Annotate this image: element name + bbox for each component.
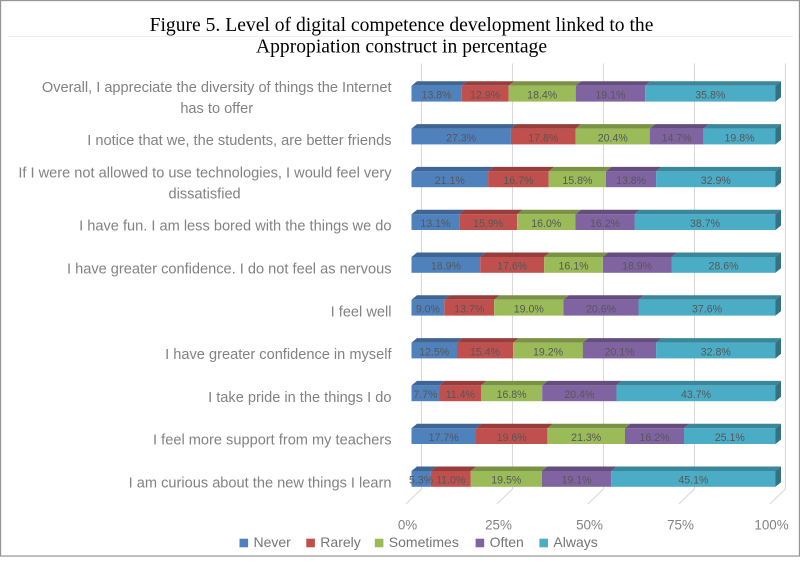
svg-text:12.9%: 12.9% (470, 90, 501, 102)
svg-text:I have greater confidence. I d: I have greater confidence. I do not feel… (67, 262, 392, 278)
svg-text:35.8%: 35.8% (695, 90, 726, 102)
svg-text:13.7%: 13.7% (454, 304, 485, 316)
svg-text:15.9%: 15.9% (473, 218, 504, 230)
svg-text:I have greater confidence in m: I have greater confidence in myself (165, 347, 392, 363)
svg-text:Overall, I appreciate the dive: Overall, I appreciate the diversity of t… (42, 80, 392, 96)
svg-text:37.6%: 37.6% (692, 304, 723, 316)
svg-text:32.9%: 32.9% (701, 175, 732, 187)
svg-text:27.3%: 27.3% (446, 132, 477, 144)
svg-text:43.7%: 43.7% (681, 389, 712, 401)
svg-text:100%: 100% (754, 518, 788, 533)
svg-text:13.1%: 13.1% (420, 218, 451, 230)
svg-text:16.2%: 16.2% (639, 432, 670, 444)
svg-text:17.7%: 17.7% (429, 432, 460, 444)
svg-text:20.4%: 20.4% (598, 132, 629, 144)
svg-text:21.1%: 21.1% (435, 175, 466, 187)
svg-text:18.9%: 18.9% (622, 261, 653, 273)
svg-text:17.6%: 17.6% (497, 261, 528, 273)
svg-text:I feel more support from my te: I feel more support from my teachers (153, 433, 391, 449)
svg-text:32.8%: 32.8% (701, 346, 732, 358)
svg-text:15.8%: 15.8% (562, 175, 593, 187)
svg-text:I take pride in the things I d: I take pride in the things I do (208, 390, 391, 406)
svg-text:I am curious about the new thi: I am curious about the new things I lear… (129, 476, 392, 492)
svg-text:15.4%: 15.4% (470, 346, 501, 358)
svg-text:16.0%: 16.0% (531, 218, 562, 230)
svg-text:18.9%: 18.9% (431, 261, 462, 273)
svg-text:20.6%: 20.6% (586, 304, 617, 316)
svg-text:25%: 25% (485, 518, 512, 533)
svg-text:16.8%: 16.8% (497, 389, 528, 401)
svg-text:0%: 0% (398, 518, 417, 533)
svg-text:25.1%: 25.1% (715, 432, 746, 444)
svg-text:Sometimes: Sometimes (389, 534, 459, 550)
svg-text:Appropiation construct in perc: Appropiation construct in percentage (256, 36, 547, 57)
svg-text:5.3%: 5.3% (409, 475, 434, 487)
svg-text:13.8%: 13.8% (422, 90, 453, 102)
svg-text:12.5%: 12.5% (419, 346, 450, 358)
svg-text:I have fun. I am less bored wi: I have fun. I am less bored with the thi… (79, 219, 391, 235)
svg-text:38.7%: 38.7% (690, 218, 721, 230)
svg-text:16.1%: 16.1% (558, 261, 589, 273)
svg-text:Figure 5. Level of digital com: Figure 5. Level of digital competence de… (150, 15, 654, 36)
svg-text:18.4%: 18.4% (527, 90, 558, 102)
svg-text:13.8%: 13.8% (616, 175, 647, 187)
svg-text:28.6%: 28.6% (708, 261, 739, 273)
svg-text:19.1%: 19.1% (562, 475, 593, 487)
svg-text:If I were not allowed to use t: If I were not allowed to use technologie… (18, 165, 392, 181)
svg-text:19.2%: 19.2% (533, 346, 564, 358)
svg-text:19.8%: 19.8% (724, 132, 755, 144)
svg-text:50%: 50% (576, 518, 603, 533)
svg-text:14.7%: 14.7% (662, 132, 693, 144)
svg-text:dissatisfied: dissatisfied (168, 186, 240, 202)
svg-text:7.7%: 7.7% (413, 389, 438, 401)
svg-text:11.4%: 11.4% (446, 389, 476, 401)
svg-text:19.1%: 19.1% (595, 90, 626, 102)
svg-text:19.0%: 19.0% (514, 304, 545, 316)
svg-text:I feel well: I feel well (331, 304, 392, 320)
svg-text:21.3%: 21.3% (571, 432, 602, 444)
svg-text:75%: 75% (667, 518, 694, 533)
svg-text:Never: Never (254, 534, 292, 550)
svg-text:I notice that we, the students: I notice that we, the students, are bett… (87, 133, 391, 149)
svg-text:Often: Often (490, 534, 524, 550)
svg-text:16.2%: 16.2% (590, 218, 621, 230)
svg-text:11.0%: 11.0% (436, 475, 466, 487)
svg-text:45.1%: 45.1% (678, 475, 709, 487)
svg-text:9.0%: 9.0% (416, 304, 441, 316)
svg-text:has to offer: has to offer (180, 101, 253, 117)
svg-text:17.8%: 17.8% (528, 132, 559, 144)
svg-text:20.4%: 20.4% (564, 389, 595, 401)
svg-text:19.6%: 19.6% (497, 432, 528, 444)
svg-text:16.7%: 16.7% (503, 175, 534, 187)
svg-text:20.1%: 20.1% (604, 346, 635, 358)
svg-text:Always: Always (553, 534, 597, 550)
svg-text:19.5%: 19.5% (491, 475, 522, 487)
svg-text:Rarely: Rarely (320, 534, 360, 550)
